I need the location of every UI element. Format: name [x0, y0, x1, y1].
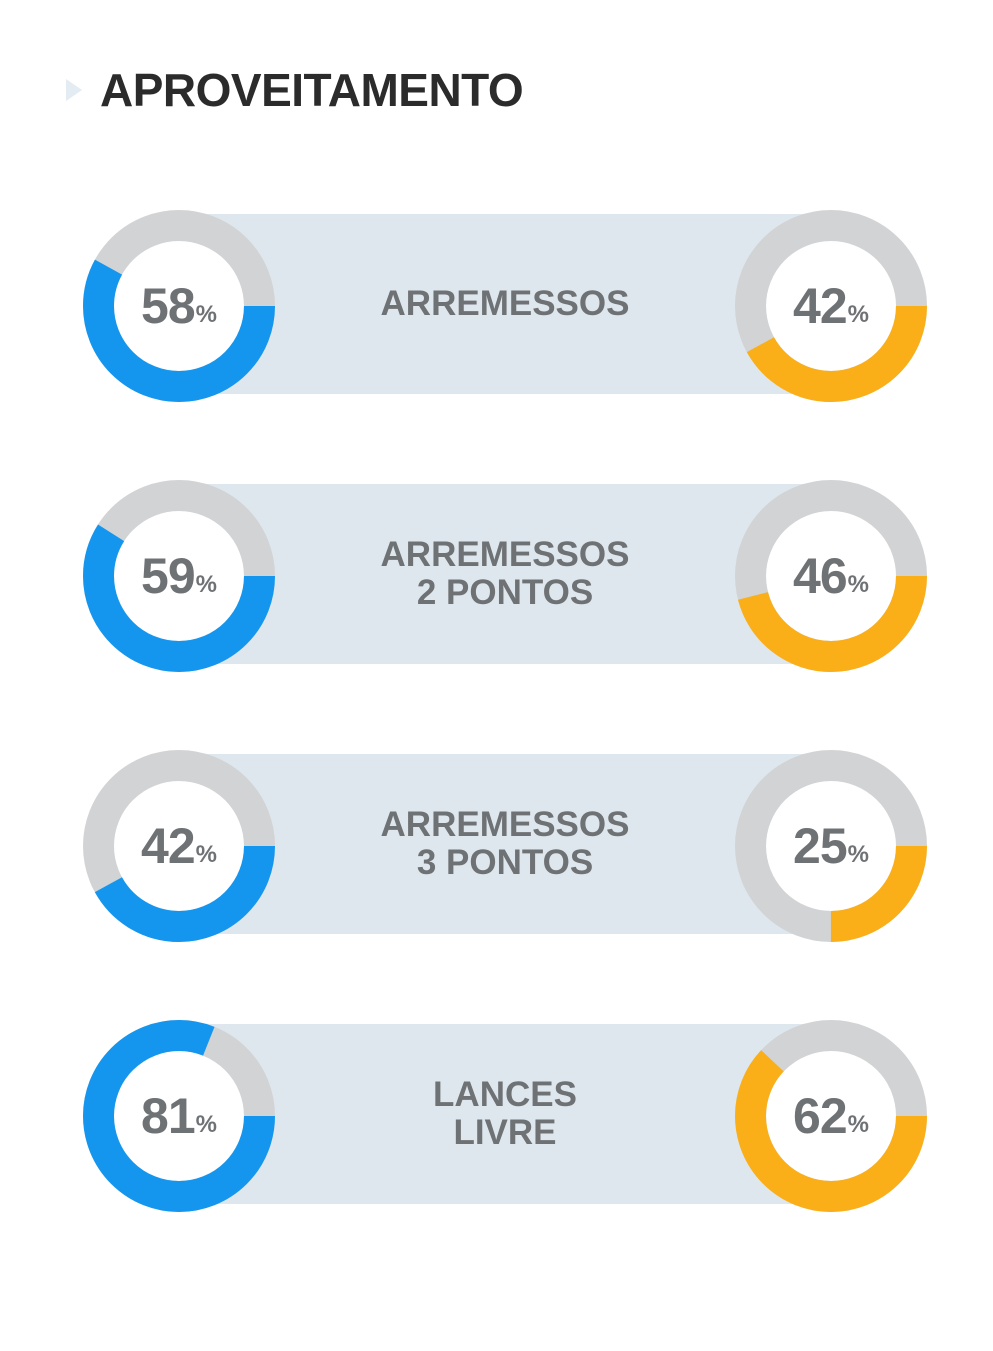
donut-number: 81: [141, 1088, 196, 1144]
donut-number: 62: [793, 1088, 848, 1144]
donut-percent-sign: %: [847, 841, 869, 868]
row-label: LANCES LIVRE: [433, 1075, 577, 1152]
left-donut-value: 42%: [83, 750, 275, 942]
row-band: [179, 484, 831, 664]
donut-percent-sign: %: [847, 301, 869, 328]
row-band: [179, 214, 831, 394]
donut-ring: [735, 1020, 927, 1212]
donut-ring: [735, 210, 927, 402]
right-donut-value: 46%: [735, 480, 927, 672]
donut-number: 42: [141, 818, 196, 874]
donut-ring: [83, 1020, 275, 1212]
donut-face: [766, 781, 896, 911]
donut-face: [114, 241, 244, 371]
donut-value-arc: [83, 750, 275, 942]
triangle-marker-icon: [66, 79, 82, 101]
left-donut-value: 81%: [83, 1020, 275, 1212]
stat-row-lances-livre: LANCES LIVRE 81% 62%: [83, 1020, 927, 1212]
donut-percent-sign: %: [195, 571, 217, 598]
donut-face: [114, 511, 244, 641]
left-donut-chart: 58%: [83, 210, 275, 402]
donut-percent-sign: %: [847, 571, 869, 598]
donut-number: 42: [793, 278, 848, 334]
donut-number: 58: [141, 278, 196, 334]
donut-percent-sign: %: [195, 1111, 217, 1138]
donut-ring: [83, 210, 275, 402]
donut-ring: [735, 480, 927, 672]
donut-value-arc: [735, 750, 927, 942]
stat-row-arremessos-3-pontos: ARREMESSOS 3 PONTOS 42% 25%: [83, 750, 927, 942]
left-donut-value: 59%: [83, 480, 275, 672]
right-donut-chart: 62%: [735, 1020, 927, 1212]
right-donut-value: 42%: [735, 210, 927, 402]
page-title: APROVEITAMENTO: [100, 64, 524, 116]
right-donut-chart: 42%: [735, 210, 927, 402]
donut-ring: [83, 480, 275, 672]
donut-face: [766, 511, 896, 641]
donut-face: [114, 781, 244, 911]
donut-face: [766, 241, 896, 371]
donut-value-arc: [83, 1020, 275, 1212]
row-label: ARREMESSOS 3 PONTOS: [380, 805, 630, 882]
donut-percent-sign: %: [195, 301, 217, 328]
right-donut-value: 62%: [735, 1020, 927, 1212]
row-label: ARREMESSOS 2 PONTOS: [380, 535, 630, 612]
donut-percent-sign: %: [195, 841, 217, 868]
donut-value-arc: [735, 1020, 927, 1212]
page-header: APROVEITAMENTO: [66, 62, 524, 118]
row-band: [179, 754, 831, 934]
donut-value-arc: [735, 210, 927, 402]
donut-number: 59: [141, 548, 196, 604]
donut-value-arc: [735, 480, 927, 672]
donut-value-arc: [83, 210, 275, 402]
donut-number: 25: [793, 818, 848, 874]
stat-row-arremessos: ARREMESSOS 58% 42%: [83, 210, 927, 402]
donut-percent-sign: %: [847, 1111, 869, 1138]
left-donut-chart: 81%: [83, 1020, 275, 1212]
stat-row-arremessos-2-pontos: ARREMESSOS 2 PONTOS 59% 46%: [83, 480, 927, 672]
right-donut-chart: 25%: [735, 750, 927, 942]
right-donut-value: 25%: [735, 750, 927, 942]
left-donut-chart: 42%: [83, 750, 275, 942]
donut-number: 46: [793, 548, 848, 604]
donut-face: [114, 1051, 244, 1181]
right-donut-chart: 46%: [735, 480, 927, 672]
donut-ring: [83, 750, 275, 942]
row-band: [179, 1024, 831, 1204]
donut-face: [766, 1051, 896, 1181]
left-donut-value: 58%: [83, 210, 275, 402]
row-label: ARREMESSOS: [380, 284, 630, 323]
donut-value-arc: [83, 480, 275, 672]
left-donut-chart: 59%: [83, 480, 275, 672]
donut-ring: [735, 750, 927, 942]
